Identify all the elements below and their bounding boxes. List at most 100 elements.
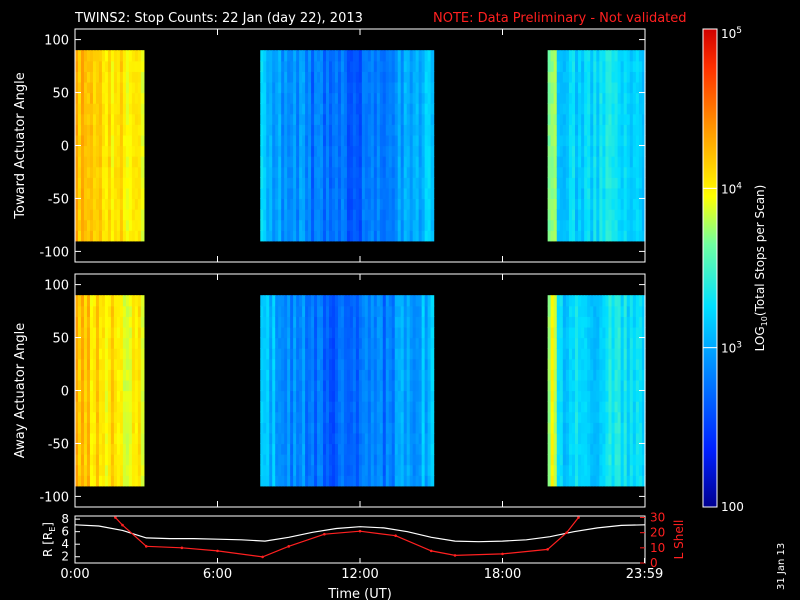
heatmap-cell xyxy=(308,60,312,72)
heatmap-cell xyxy=(605,166,610,178)
heatmap-cell xyxy=(587,71,591,83)
heatmap-cell xyxy=(260,379,264,392)
heatmap-cell xyxy=(430,411,435,423)
heatmap-cell xyxy=(553,81,558,94)
heatmap-cell xyxy=(403,326,408,339)
heatmap-cell xyxy=(86,316,91,328)
heatmap-cell xyxy=(317,187,321,200)
heatmap-cell xyxy=(547,103,552,115)
heatmap-cell xyxy=(83,103,88,115)
heatmap-cell xyxy=(373,379,378,392)
heatmap-cell xyxy=(326,177,330,189)
heatmap-cell xyxy=(559,443,564,455)
heatmap-cell xyxy=(134,432,139,445)
heatmap-cell xyxy=(107,145,112,157)
heatmap-cell xyxy=(400,81,405,94)
heatmap-cell xyxy=(131,71,136,83)
heatmap-cell xyxy=(340,166,345,178)
heatmap-cell xyxy=(323,305,327,317)
heatmap-cell xyxy=(275,166,279,178)
heatmap-cell xyxy=(302,432,306,445)
heatmap-cell xyxy=(281,475,285,487)
heatmap-cell xyxy=(346,379,351,392)
heatmap-cell xyxy=(638,103,643,115)
heatmap-cell xyxy=(400,295,405,307)
heatmap-cell xyxy=(358,337,363,349)
heatmap-cell xyxy=(305,411,309,423)
heatmap-cell xyxy=(406,422,411,434)
heatmap-cell xyxy=(110,134,115,147)
heatmap-cell xyxy=(593,209,597,221)
heatmap-cell xyxy=(299,187,303,200)
heatmap-cell xyxy=(559,305,564,317)
heatmap-cell xyxy=(80,124,85,136)
heatmap-cell xyxy=(80,369,85,381)
heatmap-cell xyxy=(553,92,558,104)
heatmap-cell xyxy=(578,124,582,136)
heatmap-cell xyxy=(565,390,570,402)
heatmap-cell xyxy=(632,348,637,360)
heatmap-cell xyxy=(302,316,306,328)
heatmap-cell xyxy=(329,187,333,200)
heatmap-cell xyxy=(421,358,426,370)
heatmap-cell xyxy=(337,230,342,242)
heatmap-cell xyxy=(599,348,603,360)
heatmap-cell xyxy=(101,379,106,392)
heatmap-cell xyxy=(376,92,381,104)
heatmap-cell xyxy=(80,422,85,434)
heatmap-cell xyxy=(584,156,588,168)
heatmap-cell xyxy=(296,295,300,307)
heatmap-cell xyxy=(608,134,613,147)
heatmap-cell xyxy=(361,422,366,434)
heatmap-cell xyxy=(329,454,333,466)
heatmap-cell xyxy=(596,177,600,189)
heatmap-cell xyxy=(409,219,414,231)
heatmap-cell xyxy=(590,358,594,370)
heatmap-cell xyxy=(98,187,103,200)
heatmap-cell xyxy=(290,166,294,178)
heatmap-cell xyxy=(412,369,417,381)
heatmap-cell xyxy=(263,60,267,72)
heatmap-cell xyxy=(550,411,555,423)
heatmap-cell xyxy=(323,187,327,200)
heatmap-cell xyxy=(125,145,130,157)
heatmap-cell xyxy=(596,464,600,476)
heatmap-cell xyxy=(418,411,423,423)
heatmap-cell xyxy=(394,443,399,455)
heatmap-cell xyxy=(578,295,582,307)
heatmap-cell xyxy=(584,166,588,178)
heatmap-cell xyxy=(421,92,426,104)
heatmap-cell xyxy=(349,390,354,402)
heatmap-cell xyxy=(355,295,360,307)
heatmap-cell xyxy=(629,156,634,168)
heatmap-cell xyxy=(281,113,285,125)
heatmap-cell xyxy=(376,230,381,242)
heatmap-cell xyxy=(137,464,142,476)
heatmap-cell xyxy=(119,113,124,125)
heatmap-cell xyxy=(599,326,603,339)
heatmap-cell xyxy=(86,422,91,434)
heatmap-cell xyxy=(128,209,133,221)
heatmap-cell xyxy=(587,219,591,231)
heatmap-cell xyxy=(343,379,348,392)
heatmap-cell xyxy=(75,316,79,328)
heatmap-cell xyxy=(617,295,622,307)
heatmap-cell xyxy=(119,305,124,317)
heatmap-cell xyxy=(424,432,429,445)
heatmap-cell xyxy=(556,103,561,115)
heatmap-cell xyxy=(430,369,435,381)
heatmap-cell xyxy=(125,166,130,178)
heatmap-cell xyxy=(326,113,330,125)
heatmap-cell xyxy=(83,156,88,168)
heatmap-cell xyxy=(95,464,100,476)
heatmap-cell xyxy=(581,166,585,178)
heatmap-cell xyxy=(608,464,613,476)
heatmap-cell xyxy=(602,411,607,423)
heatmap-cell xyxy=(608,60,613,72)
heatmap-cell xyxy=(284,230,288,242)
heatmap-cell xyxy=(119,177,124,189)
heatmap-cell xyxy=(379,411,384,423)
heatmap-cell xyxy=(403,443,408,455)
heatmap-cell xyxy=(263,230,267,242)
heatmap-cell xyxy=(296,60,300,72)
